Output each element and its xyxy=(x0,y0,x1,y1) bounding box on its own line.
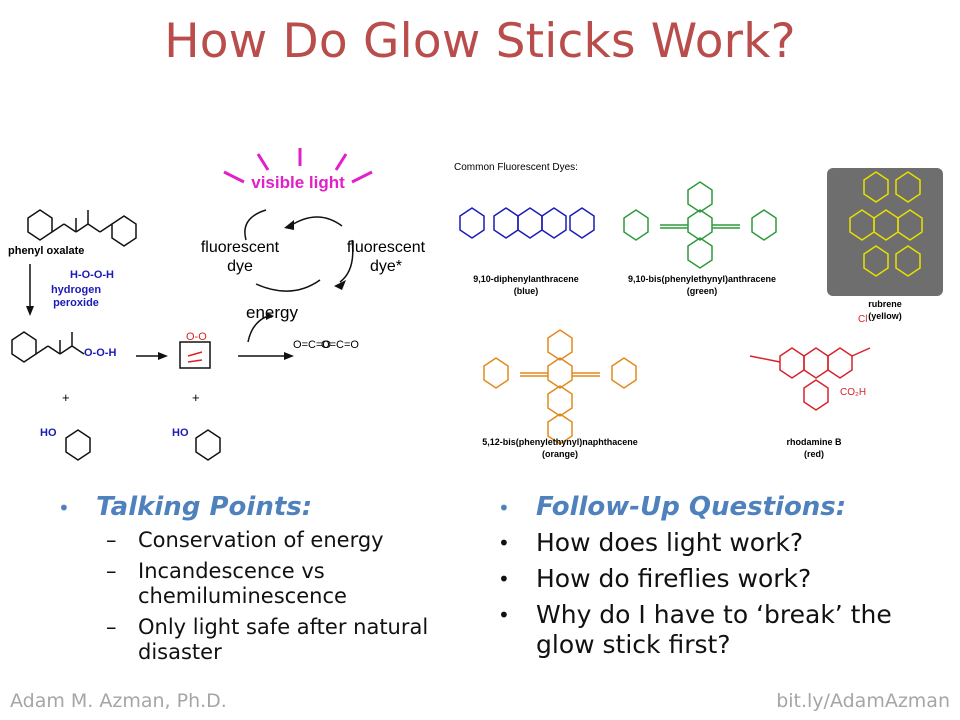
talking-point-item: – Only light safe after natural disaster xyxy=(106,615,429,664)
follow-up-section: • Follow-Up Questions: • How does light wo… xyxy=(498,492,938,660)
talking-point-item: – Incandescence vs chemiluminescence xyxy=(106,559,347,608)
fluorescent-dyes-panel: Common Fluorescent Dyes: 9,10-diphenylan… xyxy=(454,162,943,459)
svg-text:HO: HO xyxy=(172,427,189,439)
dye-red-color: (red) xyxy=(804,449,824,459)
dyes-header: Common Fluorescent Dyes: xyxy=(454,162,578,173)
dye-green-name: 9,10-bis(phenylethynyl)anthracene xyxy=(628,274,776,284)
footer-author: Adam M. Azman, Ph.D. xyxy=(10,690,227,712)
follow-up-item: • How does light work? xyxy=(498,528,804,557)
dioxetanedione-structure xyxy=(179,341,211,369)
hydrogen-peroxide-label-1: hydrogen xyxy=(51,284,101,296)
phenyl-oxalate-label: phenyl oxalate xyxy=(8,245,84,257)
talking-points-section: • Talking Points: – Conservation of energy… xyxy=(58,492,478,665)
rubrene-background xyxy=(827,168,943,296)
plus-sign-1: + xyxy=(62,390,70,405)
bullet-icon: • xyxy=(58,496,70,520)
dye-green-color: (green) xyxy=(687,286,718,296)
svg-text:O‑O: O‑O xyxy=(186,331,207,343)
reaction-scheme: visible light fluorescent dye fluorescen… xyxy=(8,148,426,461)
fluorescent-dye-excited-label-1: fluorescent xyxy=(347,239,426,256)
phenyl-oxalate-structure xyxy=(27,209,137,247)
fluorescent-dye-label-2: dye xyxy=(227,258,253,275)
bis-phenylethynyl-anthracene-structure xyxy=(623,181,777,269)
phenol-structure-2 xyxy=(195,429,221,461)
follow-up-heading: • Follow-Up Questions: xyxy=(498,492,847,522)
energy-label: energy xyxy=(246,303,298,322)
slide-title: How Do Glow Sticks Work? xyxy=(164,14,796,69)
bis-phenylethynyl-naphthacene-structure xyxy=(483,329,637,445)
talking-point-item: – Conservation of energy xyxy=(106,528,384,552)
rubrene-structure xyxy=(849,171,923,277)
follow-up-item: • Why do I have to ‘break’ the glow stick… xyxy=(498,600,892,659)
light-rays-icon xyxy=(223,148,373,184)
phenol-structure-1 xyxy=(65,429,91,461)
svg-text:Cl: Cl xyxy=(858,314,867,325)
svg-text:HO: HO xyxy=(40,427,57,439)
dye-orange-color: (orange) xyxy=(542,449,578,459)
fluorescent-dye-label-1: fluorescent xyxy=(201,239,280,256)
visible-light-label: visible light xyxy=(251,173,345,192)
hydrogen-peroxide-label-2: peroxide xyxy=(53,297,99,309)
fluorescent-dye-excited-label-2: dye* xyxy=(370,258,402,275)
peroxy-ester-structure xyxy=(11,331,85,363)
dye-blue-color: (blue) xyxy=(514,286,539,296)
dye-yellow-name: rubrene xyxy=(868,299,902,309)
dye-yellow-color: (yellow) xyxy=(868,311,902,321)
plus-sign-2: + xyxy=(192,390,200,405)
dye-red-name: rhodamine B xyxy=(786,437,842,447)
h2o2-formula: H‑O‑O‑H xyxy=(70,269,114,281)
svg-text:O‑O‑H: O‑O‑H xyxy=(84,347,116,359)
dye-blue-name: 9,10-diphenylanthracene xyxy=(473,274,579,284)
bullet-icon: • xyxy=(498,496,510,520)
talking-points-heading: • Talking Points: xyxy=(58,492,313,522)
rhodamine-b-structure xyxy=(749,347,871,411)
svg-text:CO₂H: CO₂H xyxy=(840,387,866,398)
co2-formula-1: O=C=O xyxy=(293,339,331,351)
dye-orange-name: 5,12-bis(phenylethynyl)naphthacene xyxy=(482,437,638,447)
co2-formula-2: O=C=O xyxy=(321,339,359,351)
footer-link[interactable]: bit.ly/AdamAzman xyxy=(776,690,950,712)
diphenylanthracene-structure xyxy=(459,207,595,239)
follow-up-item: • How do fireflies work? xyxy=(498,564,812,593)
